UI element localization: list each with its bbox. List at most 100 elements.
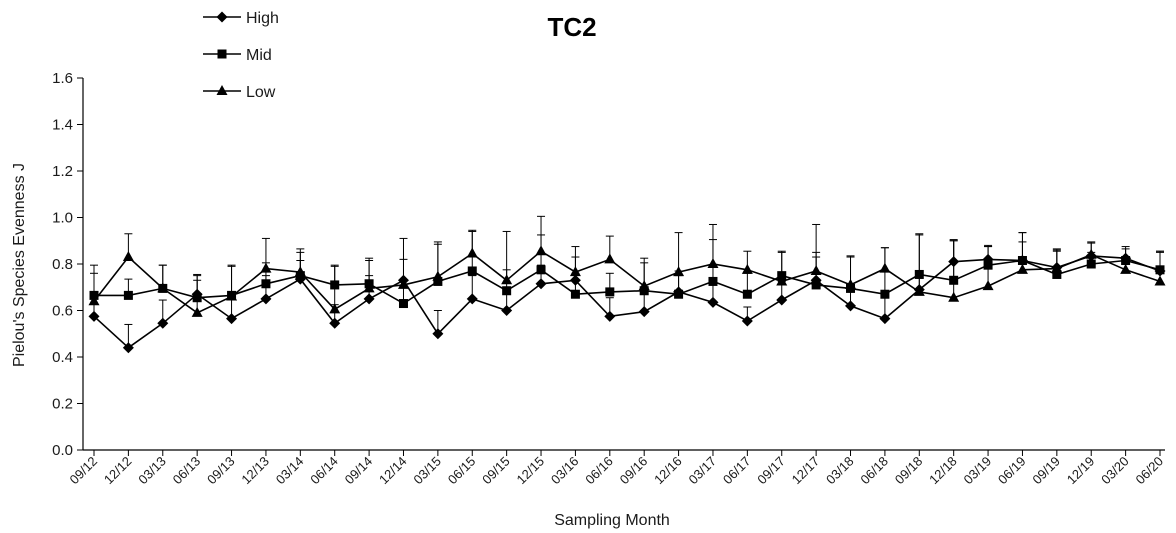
data-point-low xyxy=(1154,275,1166,286)
data-point-low xyxy=(329,303,341,314)
data-point-high xyxy=(329,317,341,329)
data-point-low xyxy=(982,280,994,291)
data-point-low xyxy=(397,278,409,289)
data-point-high xyxy=(638,306,650,318)
data-point-high xyxy=(432,328,444,340)
data-point-low xyxy=(1051,262,1063,273)
x-tick-label: 09/14 xyxy=(342,454,376,488)
data-point-mid xyxy=(880,289,890,299)
x-tick-label: 03/18 xyxy=(823,454,857,488)
series-high xyxy=(88,240,1166,354)
series-layer xyxy=(88,215,1166,354)
data-point-low xyxy=(638,280,650,291)
data-point-low xyxy=(845,278,857,289)
x-tick-label: 03/20 xyxy=(1098,454,1132,488)
x-tick-label: 06/16 xyxy=(582,454,616,488)
data-point-low xyxy=(191,306,203,317)
data-point-low xyxy=(1120,263,1132,274)
x-tick-label: 12/14 xyxy=(376,454,410,488)
x-tick-label: 06/15 xyxy=(445,454,479,488)
data-point-low xyxy=(88,295,100,306)
data-point-mid xyxy=(502,286,512,296)
data-point-low xyxy=(363,282,375,293)
x-axis-ticks: 09/12 12/12 03/13 06/13 09/13 12/13 03/14 06/14… xyxy=(67,450,1167,488)
data-point-low xyxy=(501,274,513,285)
x-tick-label: 03/16 xyxy=(548,454,582,488)
data-point-mid xyxy=(536,265,546,275)
x-tick-label: 09/13 xyxy=(204,454,238,488)
x-tick-label: 12/16 xyxy=(651,454,685,488)
y-tick-label: 0.2 xyxy=(52,396,73,413)
y-tick-label: 0.4 xyxy=(52,349,73,366)
data-point-mid xyxy=(639,286,649,296)
data-point-high xyxy=(879,313,891,325)
x-tick-label: 03/14 xyxy=(273,454,307,488)
data-point-high xyxy=(501,305,513,316)
data-point-high xyxy=(845,300,857,312)
data-point-mid xyxy=(398,299,408,309)
data-point-mid xyxy=(708,276,718,286)
data-point-low xyxy=(913,285,925,296)
x-tick-label: 03/15 xyxy=(410,454,444,488)
x-tick-label: 06/17 xyxy=(720,454,754,488)
data-point-high xyxy=(776,294,788,306)
x-tick-label: 06/20 xyxy=(1133,454,1167,488)
data-point-low xyxy=(879,262,891,273)
chart-title: TC2 xyxy=(547,12,596,42)
x-tick-label: 09/18 xyxy=(892,454,926,488)
y-axis-ticks: 0.0 0.2 0.4 0.6 0.8 1.0 1.2 1.4 1.6 xyxy=(52,70,83,459)
data-point-mid xyxy=(261,279,271,289)
data-point-mid xyxy=(811,280,821,290)
x-axis-title: Sampling Month xyxy=(554,512,670,529)
data-point-low xyxy=(1085,248,1097,259)
legend-label-high: High xyxy=(246,10,279,27)
data-point-mid xyxy=(742,289,752,299)
data-point-low xyxy=(673,266,685,277)
legend-marker-high xyxy=(216,11,228,23)
data-point-mid xyxy=(467,266,477,276)
y-tick-label: 0.0 xyxy=(52,442,73,459)
y-tick-label: 1.6 xyxy=(52,70,73,87)
data-point-mid xyxy=(1086,259,1096,269)
y-tick-label: 1.0 xyxy=(52,210,73,227)
data-point-mid xyxy=(674,289,684,299)
data-point-low xyxy=(122,251,134,262)
x-tick-label: 12/19 xyxy=(1064,454,1098,488)
legend-marker-mid xyxy=(217,49,227,59)
x-tick-label: 09/16 xyxy=(617,454,651,488)
y-tick-label: 1.2 xyxy=(52,163,73,180)
data-point-low xyxy=(157,282,169,293)
x-tick-label: 06/13 xyxy=(170,454,204,488)
x-tick-label: 12/17 xyxy=(789,454,823,488)
x-tick-label: 03/19 xyxy=(961,454,995,488)
data-point-high xyxy=(741,315,753,327)
data-point-low xyxy=(604,253,616,264)
data-point-low xyxy=(466,247,478,258)
data-point-mid xyxy=(433,276,443,286)
x-tick-label: 09/19 xyxy=(1029,454,1063,488)
data-point-low xyxy=(260,262,272,273)
x-tick-label: 12/12 xyxy=(101,454,135,488)
data-point-low xyxy=(226,290,238,301)
y-axis-title: Pielou's Species Evenness J xyxy=(11,163,28,367)
data-point-high xyxy=(604,310,616,322)
data-point-low xyxy=(948,291,960,302)
series-line-mid xyxy=(94,259,1161,305)
data-point-low xyxy=(1016,263,1028,274)
data-point-low xyxy=(432,270,444,281)
series-low xyxy=(88,215,1166,317)
data-point-high xyxy=(260,293,272,305)
legend-label-low: Low xyxy=(246,84,276,101)
x-tick-label: 12/13 xyxy=(238,454,272,488)
data-point-high xyxy=(122,342,134,354)
series-line-high xyxy=(93,255,1161,349)
data-point-mid xyxy=(570,289,580,299)
data-point-low xyxy=(535,245,547,256)
data-point-high xyxy=(466,293,478,305)
data-point-mid xyxy=(123,290,133,300)
legend: High Mid Low xyxy=(203,10,279,101)
data-point-low xyxy=(776,275,788,286)
x-tick-label: 09/17 xyxy=(754,454,788,488)
y-tick-label: 0.8 xyxy=(52,256,73,273)
